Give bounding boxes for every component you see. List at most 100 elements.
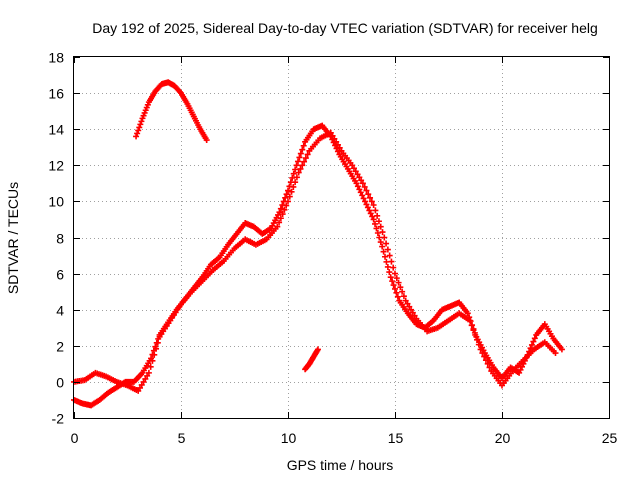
data-point xyxy=(464,310,471,317)
data-point xyxy=(295,169,302,176)
data-point xyxy=(353,180,360,187)
data-point xyxy=(359,180,366,187)
data-point xyxy=(466,317,473,324)
data-point xyxy=(394,293,401,300)
data-point xyxy=(329,132,336,139)
data-point xyxy=(367,210,374,217)
data-point xyxy=(299,162,306,169)
y-axis-label: SDTVAR / TECUs xyxy=(5,182,21,294)
y-tick-label: 0 xyxy=(56,375,64,391)
data-point xyxy=(411,312,418,319)
series-morning-arc xyxy=(133,79,210,144)
data-point xyxy=(283,202,290,209)
x-tick-label: 0 xyxy=(71,430,79,446)
data-point xyxy=(153,345,160,352)
data-point xyxy=(482,357,489,364)
data-point xyxy=(133,133,140,140)
data-point xyxy=(370,202,377,209)
x-tick-label: 25 xyxy=(602,430,618,446)
data-point xyxy=(136,124,143,131)
data-point xyxy=(357,189,364,196)
data-point xyxy=(468,322,475,329)
data-point xyxy=(299,146,306,153)
data-point xyxy=(134,130,141,137)
data-point xyxy=(363,201,370,208)
data-point xyxy=(282,194,289,201)
data-point xyxy=(393,275,400,282)
y-tick-label: 12 xyxy=(48,158,64,174)
data-point xyxy=(140,378,147,385)
data-point xyxy=(288,188,295,195)
data-point xyxy=(377,223,384,230)
data-point xyxy=(349,162,356,169)
tick-marks xyxy=(74,57,610,419)
data-point xyxy=(144,372,151,379)
data-point xyxy=(281,206,288,213)
data-point xyxy=(360,195,367,202)
data-point xyxy=(314,346,321,353)
data-point xyxy=(145,369,152,376)
data-point xyxy=(477,346,484,353)
data-points xyxy=(71,79,565,409)
data-point xyxy=(375,218,382,225)
data-point xyxy=(354,183,361,190)
data-point xyxy=(350,165,357,172)
data-point xyxy=(283,191,290,198)
data-point xyxy=(392,285,398,292)
data-point xyxy=(366,207,373,214)
data-point xyxy=(203,137,210,144)
y-tick-label: 10 xyxy=(48,194,64,210)
data-point xyxy=(294,158,301,165)
data-point xyxy=(531,335,538,342)
data-point xyxy=(327,129,334,136)
data-point xyxy=(138,118,145,125)
plot-frame xyxy=(73,56,610,419)
data-point xyxy=(475,341,482,348)
grid-lines xyxy=(74,57,609,418)
data-point xyxy=(372,220,379,227)
data-point xyxy=(373,225,380,232)
data-point xyxy=(296,154,303,161)
data-point xyxy=(388,258,395,265)
data-point xyxy=(365,191,372,198)
data-point xyxy=(137,121,144,128)
data-point xyxy=(292,179,299,186)
data-point xyxy=(390,264,397,271)
data-point xyxy=(358,177,365,184)
data-point xyxy=(277,205,284,212)
data-point xyxy=(390,282,397,289)
x-tick-label: 20 xyxy=(495,430,511,446)
data-point xyxy=(484,360,491,367)
data-point xyxy=(364,204,371,211)
data-point xyxy=(479,350,486,357)
data-point xyxy=(472,331,479,338)
y-tick-label: 4 xyxy=(56,303,64,319)
data-point xyxy=(387,274,394,281)
data-point xyxy=(386,252,393,259)
chart-title: Day 192 of 2025, Sidereal Day-to-day VTE… xyxy=(92,20,598,36)
data-point xyxy=(474,336,481,343)
data-point xyxy=(558,346,565,353)
data-point xyxy=(274,223,281,230)
x-axis-label: GPS time / hours xyxy=(287,457,394,473)
data-point xyxy=(374,229,381,236)
data-point xyxy=(386,269,393,276)
data-point xyxy=(135,127,142,134)
y-tick-label: 6 xyxy=(56,267,64,283)
data-point xyxy=(380,248,387,255)
data-point xyxy=(363,187,370,194)
data-point xyxy=(286,193,293,200)
data-point xyxy=(404,300,411,307)
y-tick-label: -2 xyxy=(52,411,65,427)
data-point xyxy=(293,162,300,169)
data-point xyxy=(292,166,299,173)
data-point xyxy=(276,209,283,216)
data-point xyxy=(359,192,366,199)
series-short-segment xyxy=(302,346,321,373)
data-point xyxy=(354,171,361,178)
data-point xyxy=(149,357,156,364)
data-point xyxy=(277,215,284,222)
data-point xyxy=(331,135,338,142)
data-point xyxy=(393,289,400,296)
